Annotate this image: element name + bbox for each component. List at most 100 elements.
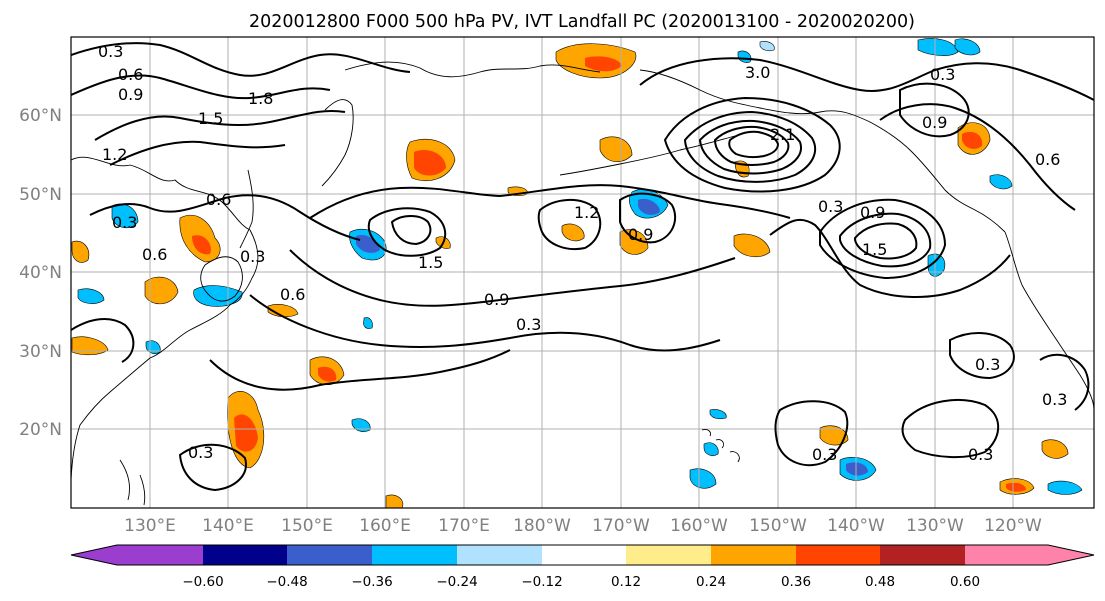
contour-label: 0.9 [860,203,885,222]
contour-line [71,74,331,100]
coastline-alaska [639,69,1006,233]
anomaly-blob [385,494,404,508]
contour-line [367,207,447,257]
contour-label: 0.3 [1042,390,1067,409]
contour-label: 0.3 [98,42,123,61]
contour-label: 0.9 [118,85,143,104]
lon-label: 140°W [827,516,885,536]
contour-line [71,42,411,77]
lat-lon-grid [71,37,1094,508]
lon-label: 160°E [359,516,411,536]
anomaly-blob [689,468,717,489]
lon-label: 160°W [670,516,728,536]
coastline-japan [200,256,243,302]
coastline-hawaii [701,429,740,463]
contour-line [1039,353,1090,411]
contour-label: 0.6 [1035,150,1060,169]
contour-line [819,198,947,280]
contour-label: 0.3 [188,443,213,462]
colorbar-tick-label: −0.24 [436,574,477,590]
contour-label: 0.6 [142,245,167,264]
colorbar-tick-label: −0.60 [182,574,223,590]
coastline-asia [71,156,259,481]
contour-label: 2.1 [770,125,795,144]
anomaly-blob [414,149,446,176]
anomaly-blob [71,240,90,263]
anomaly-blob [363,317,373,329]
colorbar-outline [70,544,1095,566]
colorbar-tick-label: −0.12 [521,574,562,590]
lon-label: 170°W [592,516,650,536]
anomaly-blob [356,234,380,253]
lon-label: 150°W [749,516,807,536]
lat-label-40n: 40°N [19,263,62,283]
contour-label: 0.3 [240,247,265,266]
colorbar-swatch [542,545,626,565]
coastline-sakhalin [239,169,254,249]
colorbar: −0.60 −0.48 −0.36 −0.24 −0.12 0.12 0.24 … [70,544,1095,590]
contour-line [71,318,135,363]
colorbar-swatch [457,545,542,565]
coastline-aleutians [559,135,736,176]
anomaly-blob [989,174,1013,190]
contour-line [390,215,432,246]
anomaly-blob [917,38,959,56]
contour-line [713,125,790,166]
map-title: 2020012800 F000 500 hPa PV, IVT Landfall… [249,12,915,32]
lon-label: 120°W [984,516,1042,536]
anomaly-blob [234,414,258,452]
contour-label-group: 0.3 0.6 0.9 1.2 1.5 1.8 3.0 2.1 0.6 0.3 … [98,42,1067,464]
contour-label: 0.6 [118,65,143,84]
anomaly-blob [846,462,868,476]
anomaly-blob [703,442,719,456]
contour-label: 1.2 [102,145,127,164]
colorbar-swatch [117,545,203,565]
map-area: 0.3 0.6 0.9 1.2 1.5 1.8 3.0 2.1 0.6 0.3 … [70,36,1095,509]
lon-label: 140°E [202,516,254,536]
contour-line [769,218,1011,298]
contour-label: 0.3 [112,213,137,232]
contour-line [89,194,361,241]
contour-label: 0.3 [968,445,993,464]
anomaly-shading [71,38,1083,508]
lon-label: 170°E [438,516,490,536]
contour-line [289,249,736,307]
colorbar-swatch [203,545,287,565]
lon-label: 130°W [906,516,964,536]
coastline-philippines [119,459,146,506]
colorbar-extend-high [1048,545,1094,565]
anomaly-blob [819,425,849,446]
contour-label: 0.6 [280,285,305,304]
contour-line [663,96,841,193]
contour-line [839,212,932,268]
colorbar-extend-low [71,545,117,565]
colorbar-swatch [287,545,372,565]
coastlines [71,61,1094,506]
anomaly-blob [619,229,649,255]
lat-label-60n: 60°N [19,106,62,126]
contour-label: 1.2 [574,203,599,222]
contour-line [178,443,247,492]
contour-line [249,294,721,352]
anomaly-blob [954,38,981,56]
contour-line [619,192,677,244]
coastline-kamchatka [321,99,354,187]
contour-label: 0.9 [922,113,947,132]
map-frame [70,36,1095,509]
contour-line [949,332,1015,380]
anomaly-blob [318,366,337,382]
contour-line [774,400,849,467]
contour-line [728,130,780,159]
colorbar-swatch [880,545,965,565]
coastline-siberia [344,61,601,78]
colorbar-tick-label: 0.48 [865,574,895,590]
contour-label: 0.9 [628,225,653,244]
contour-label: 1.5 [198,109,223,128]
anomaly-blob [709,409,727,420]
contour-label: 0.3 [516,315,541,334]
contour-label: 1.5 [862,240,887,259]
contour-label: 0.3 [975,355,1000,374]
colorbar-tick-label: 0.24 [696,574,726,590]
contour-line [879,103,1076,211]
